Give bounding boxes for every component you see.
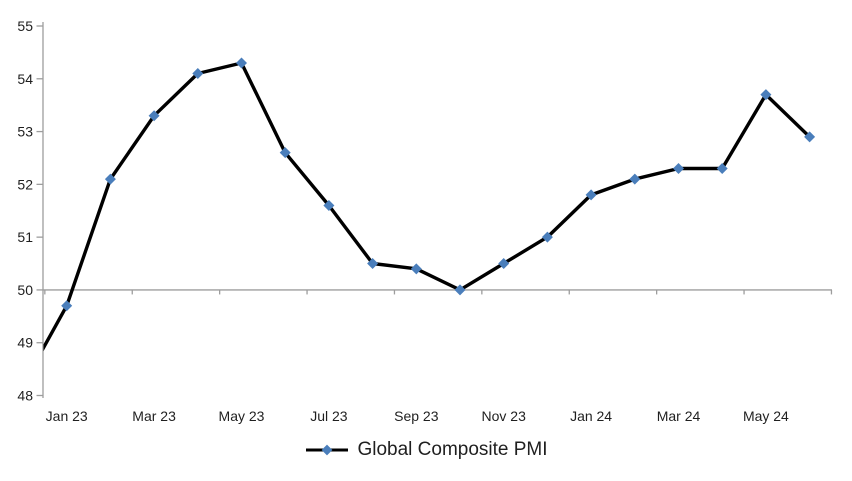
y-tick-label: 51 [17, 229, 33, 245]
y-tick-label: 48 [17, 388, 33, 404]
series-global-composite-pmi [43, 57, 816, 352]
data-point-marker [367, 258, 379, 270]
legend-marker-icon [306, 444, 349, 456]
data-point-marker [236, 57, 247, 69]
global-composite-pmi-chart: 48 49 50 51 52 53 54 55 Jan 23 Mar 23 May 23 Jul 23… [17, 18, 833, 424]
x-tick-label: Jan 24 [570, 408, 612, 424]
x-tick-label: Nov 23 [482, 408, 527, 424]
x-tick-label: Mar 23 [132, 408, 176, 424]
legend-label: Global Composite PMI [357, 439, 548, 460]
x-tick-label: Mar 24 [657, 408, 701, 424]
data-point-marker [498, 258, 510, 270]
data-point-marker [148, 110, 160, 122]
y-tick-label: 55 [17, 18, 33, 34]
data-point-marker [760, 89, 772, 101]
data-point-marker [61, 300, 73, 312]
data-point-marker [104, 173, 116, 185]
data-point-marker [541, 231, 553, 243]
series-line [43, 61, 811, 352]
data-point-marker [454, 284, 466, 296]
data-point-marker [585, 189, 597, 201]
x-tick-label: Sep 23 [394, 408, 439, 424]
x-axis-labels: Jan 23 Mar 23 May 23 Jul 23 Sep 23 Nov 23 Jan … [46, 408, 789, 424]
data-point-marker [804, 131, 816, 143]
data-point-marker [716, 163, 728, 175]
data-point-marker [673, 163, 684, 175]
data-point-marker [192, 68, 204, 80]
y-tick-label: 52 [17, 176, 33, 192]
x-tick-label: May 24 [743, 408, 789, 424]
y-tick-label: 54 [17, 71, 33, 87]
data-point-marker [279, 147, 291, 159]
x-tick-label: Jan 23 [46, 408, 88, 424]
data-point-marker [410, 263, 422, 275]
x-tick-label: Jul 23 [310, 408, 348, 424]
data-point-marker [323, 199, 335, 211]
y-tick-label: 53 [17, 124, 33, 140]
data-point-marker [629, 173, 641, 185]
y-tick-label: 50 [17, 282, 33, 298]
baseline-50 [43, 289, 833, 295]
x-tick-label: May 23 [219, 408, 265, 424]
y-axis: 48 49 50 51 52 53 54 55 [17, 18, 44, 404]
y-tick-label: 49 [17, 335, 33, 351]
chart-legend: Global Composite PMI [0, 437, 852, 463]
